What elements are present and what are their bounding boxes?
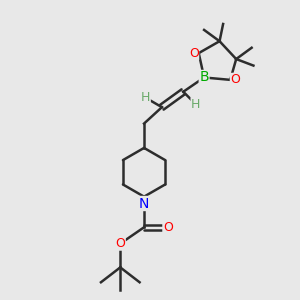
Text: H: H (191, 98, 200, 111)
Text: O: O (230, 74, 240, 86)
Text: O: O (115, 237, 125, 250)
Text: H: H (141, 91, 150, 104)
Text: B: B (199, 70, 209, 85)
Text: O: O (189, 46, 199, 60)
Text: O: O (163, 221, 173, 234)
Text: N: N (139, 196, 149, 211)
